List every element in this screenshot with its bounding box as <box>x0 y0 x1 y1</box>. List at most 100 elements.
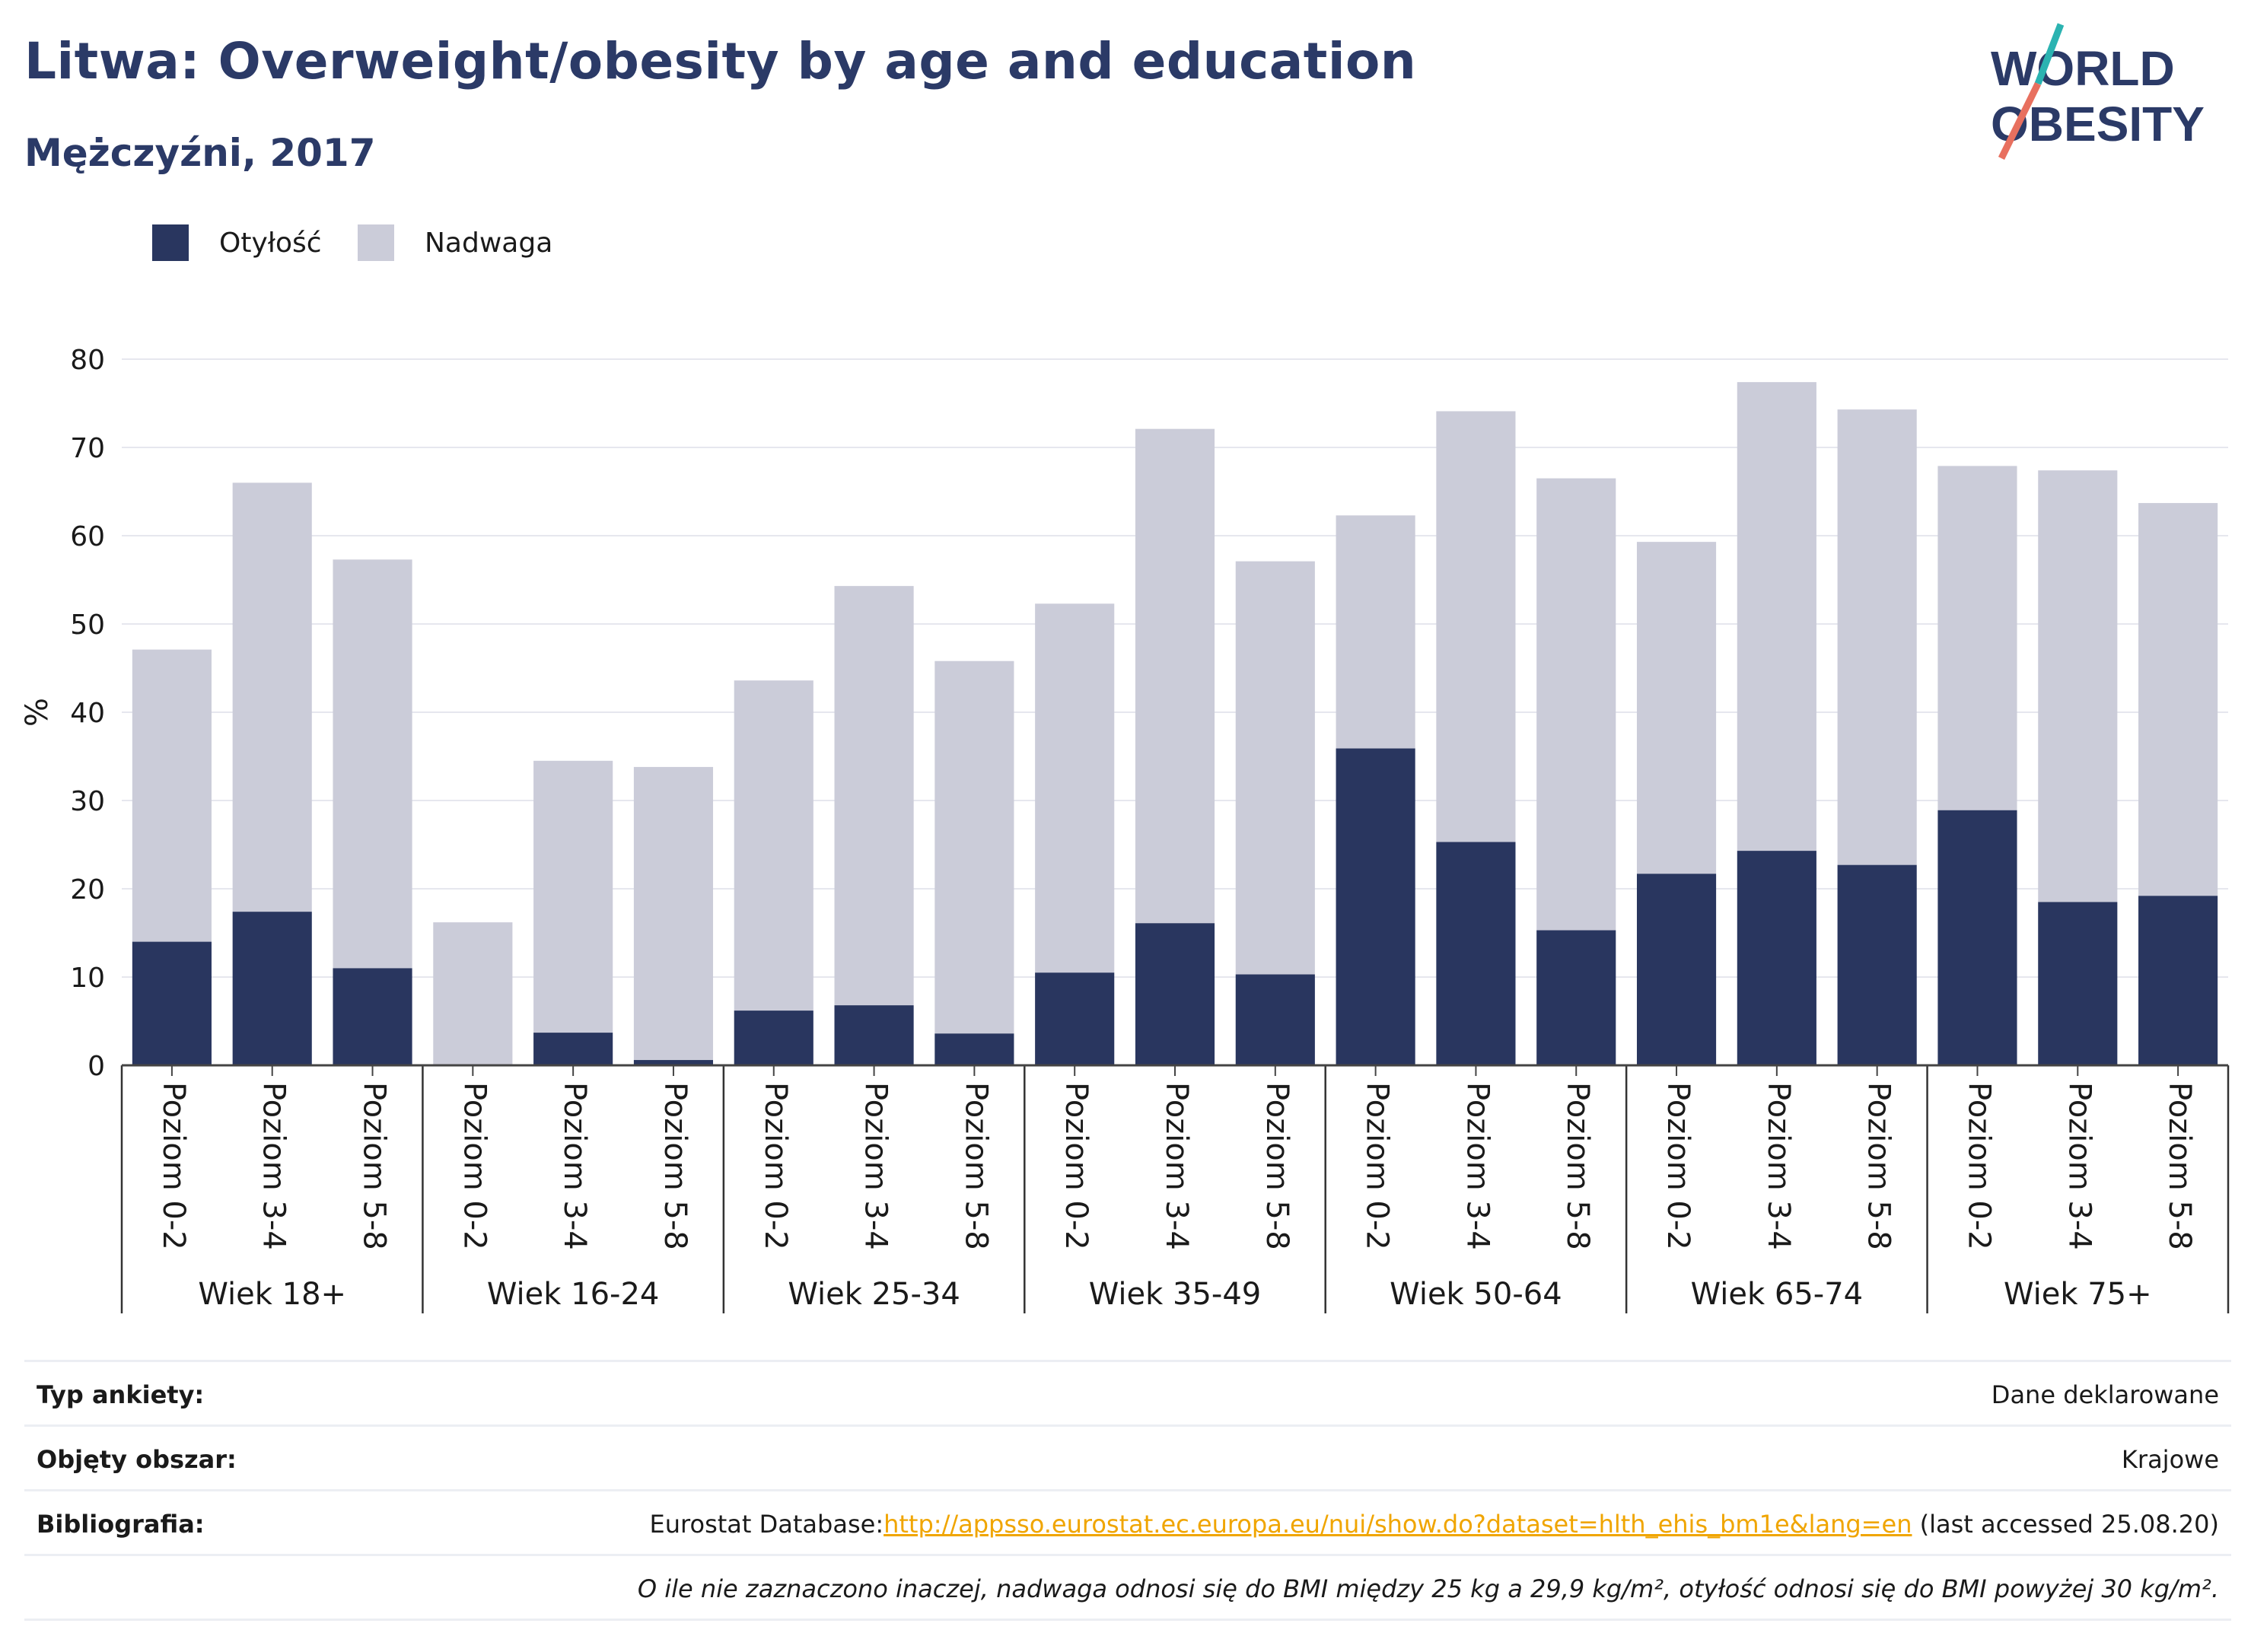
x-category-label: Poziom 5-8 <box>1259 1082 1294 1250</box>
info-table: Typ ankiety: Dane deklarowane Objęty obs… <box>24 1360 2231 1621</box>
x-category-label: Poziom 3-4 <box>1460 1082 1495 1250</box>
coverage-label: Objęty obszar: <box>37 1445 237 1474</box>
bar-obesity <box>1436 842 1516 1065</box>
x-group-label: Wiek 25-34 <box>788 1277 960 1312</box>
bar-overweight <box>1235 561 1315 975</box>
x-category-label: Poziom 0-2 <box>1059 1082 1094 1250</box>
bar-obesity <box>1837 864 1917 1065</box>
bar-overweight <box>1135 428 1215 924</box>
x-category-label: Poziom 3-4 <box>1159 1082 1194 1250</box>
bar-overweight <box>333 559 412 969</box>
bar-obesity <box>1035 972 1115 1065</box>
legend-label-obesity: Otyłość <box>219 227 322 259</box>
bar-obesity <box>734 1011 813 1065</box>
bar-overweight <box>934 660 1014 1034</box>
bar-overweight <box>1737 382 1816 851</box>
bibliography-link[interactable]: http://appsso.eurostat.ec.europa.eu/nui/… <box>884 1510 1912 1539</box>
survey-type-value: Dane deklarowane <box>1991 1380 2219 1409</box>
bar-obesity <box>1235 974 1315 1065</box>
x-group-label: Wiek 35-49 <box>1089 1277 1262 1312</box>
x-category-label: Poziom 0-2 <box>1660 1082 1695 1250</box>
bar-obesity <box>1536 930 1616 1065</box>
bar-obesity <box>1336 748 1415 1065</box>
x-group-label: Wiek 50-64 <box>1390 1277 1562 1312</box>
x-group-label: Wiek 65-74 <box>1691 1277 1864 1312</box>
bar-obesity <box>333 968 412 1065</box>
y-tick-label: 50 <box>70 610 105 641</box>
bar-obesity <box>533 1033 613 1065</box>
x-category-label: Poziom 0-2 <box>1360 1082 1395 1250</box>
bar-obesity <box>132 941 212 1065</box>
y-tick-label: 60 <box>70 521 105 552</box>
info-row-coverage: Objęty obszar: Krajowe <box>24 1424 2231 1489</box>
y-tick-label: 0 <box>88 1051 105 1082</box>
bibliography-suffix: (last accessed 25.08.20) <box>1912 1510 2219 1539</box>
bar-obesity <box>2038 902 2118 1065</box>
y-axis-title: % <box>20 698 55 727</box>
world-obesity-logo: WORLD OBESITY <box>1991 23 2205 160</box>
x-group-label: Wiek 18+ <box>198 1277 346 1312</box>
bar-overweight <box>1937 466 2017 810</box>
info-row-survey-type: Typ ankiety: Dane deklarowane <box>24 1360 2231 1424</box>
legend-swatch-overweight <box>358 224 394 261</box>
bar-overweight <box>2038 470 2118 902</box>
bar-obesity <box>633 1060 714 1065</box>
bar-overweight <box>433 922 513 1065</box>
y-tick-label: 40 <box>70 698 105 729</box>
y-tick-label: 70 <box>70 433 105 464</box>
bar-overweight <box>734 680 813 1011</box>
bar-overweight <box>1837 409 1917 865</box>
x-category-label: Poziom 3-4 <box>2062 1082 2097 1250</box>
bar-overweight <box>1536 478 1616 931</box>
bibliography-label: Bibliografia: <box>37 1510 205 1539</box>
logo-stroke-coral <box>1998 82 2042 160</box>
coverage-value: Krajowe <box>2121 1445 2219 1474</box>
bar-overweight <box>1336 515 1415 749</box>
bibliography-prefix: Eurostat Database: <box>649 1510 884 1539</box>
definition-note: O ile nie zaznaczono inaczej, nadwaga od… <box>637 1574 2219 1603</box>
x-category-label: Poziom 0-2 <box>758 1082 793 1250</box>
bar-obesity <box>834 1005 914 1065</box>
y-tick-label: 30 <box>70 786 105 817</box>
chart-subtitle: Mężczyźni, 2017 <box>24 131 376 175</box>
bar-overweight <box>232 482 312 912</box>
bar-obesity <box>1135 923 1215 1065</box>
x-category-label: Poziom 3-4 <box>256 1082 291 1250</box>
y-tick-label: 10 <box>70 963 105 994</box>
bar-obesity <box>1937 810 2017 1065</box>
x-category-label: Poziom 5-8 <box>2162 1082 2197 1250</box>
x-group-label: Wiek 16-24 <box>487 1277 660 1312</box>
y-tick-label: 20 <box>70 874 105 906</box>
bar-obesity <box>1737 851 1816 1065</box>
bar-overweight <box>2138 503 2218 896</box>
x-category-label: Poziom 3-4 <box>858 1082 893 1250</box>
legend-swatch-obesity <box>152 224 189 261</box>
info-row-bibliography: Bibliografia: Eurostat Database:http://a… <box>24 1489 2231 1554</box>
bar-overweight <box>132 649 212 942</box>
bar-obesity <box>934 1033 1014 1065</box>
bar-overweight <box>834 586 914 1006</box>
legend-label-overweight: Nadwaga <box>425 227 553 259</box>
x-category-label: Poziom 0-2 <box>457 1082 492 1250</box>
bar-obesity <box>1636 874 1717 1065</box>
x-group-label: Wiek 75+ <box>2004 1277 2152 1312</box>
x-category-label: Poziom 5-8 <box>357 1082 392 1250</box>
x-category-label: Poziom 0-2 <box>156 1082 191 1250</box>
bar-overweight <box>1035 603 1115 973</box>
bar-obesity <box>232 912 312 1065</box>
bar-overweight <box>533 760 613 1033</box>
bar-overweight <box>1436 411 1516 842</box>
stacked-bar-chart: 0 10 20 30 40 50 60 70 80% Poziom 0-2 Poziom 3-4 Po… <box>20 345 2230 1313</box>
info-row-note: O ile nie zaznaczono inaczej, nadwaga od… <box>24 1554 2231 1621</box>
bar-overweight <box>633 766 714 1061</box>
x-category-label: Poziom 5-8 <box>1560 1082 1595 1250</box>
bibliography-value: Eurostat Database:http://appsso.eurostat… <box>650 1510 2219 1539</box>
x-category-label: Poziom 0-2 <box>1961 1082 1996 1250</box>
bar-obesity <box>2138 896 2218 1065</box>
logo-line1: WORLD <box>1991 41 2175 96</box>
logo-stroke-teal <box>2034 23 2065 85</box>
bar-overweight <box>1636 542 1717 874</box>
x-category-label: Poziom 5-8 <box>1861 1082 1896 1250</box>
y-tick-label: 80 <box>70 345 105 376</box>
chart-title: Litwa: Overweight/obesity by age and edu… <box>24 32 1417 91</box>
